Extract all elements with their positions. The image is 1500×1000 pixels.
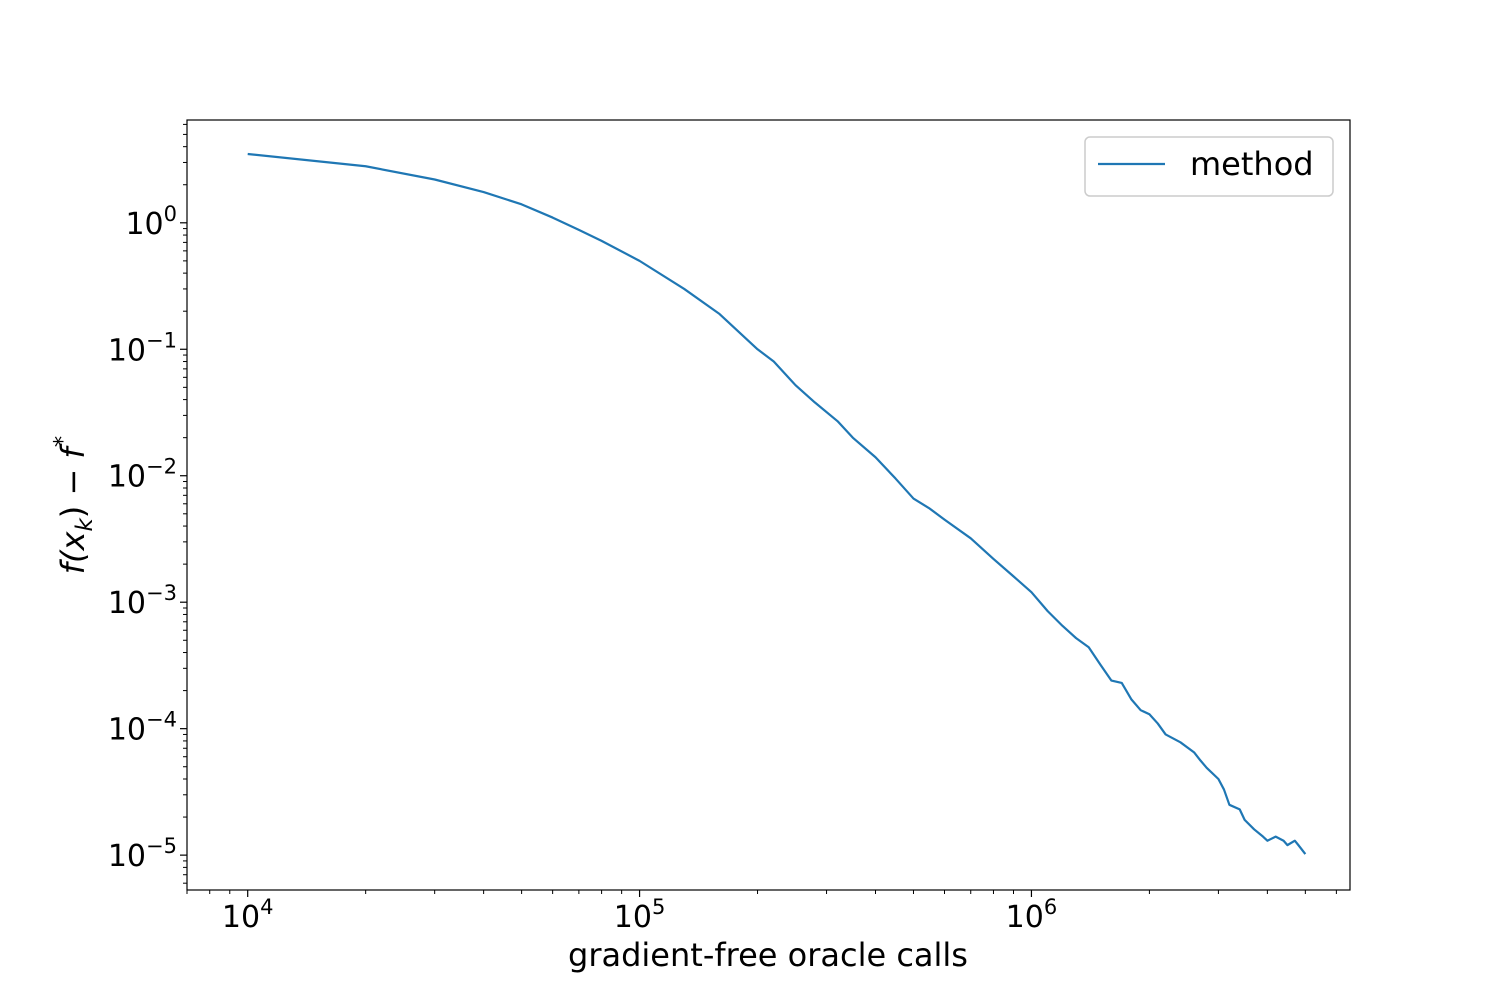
major-ticks bbox=[180, 222, 1033, 897]
x-tick-label: 106 bbox=[1006, 895, 1058, 935]
x-axis-label: gradient-free oracle calls bbox=[568, 936, 968, 974]
y-tick-label: 10−2 bbox=[108, 455, 177, 495]
svg-text:f(xk) − f*: f(xk) − f* bbox=[50, 436, 98, 574]
y-axis-label: f(xk) − f* bbox=[50, 436, 98, 574]
plot-area bbox=[187, 120, 1350, 890]
legend-label-method: method bbox=[1190, 145, 1314, 183]
y-tick-label: 10−4 bbox=[108, 708, 177, 748]
plot-frame bbox=[186, 119, 1351, 891]
legend: method bbox=[1084, 136, 1334, 197]
minor-ticks bbox=[183, 123, 1337, 894]
legend-box bbox=[1084, 136, 1334, 197]
x-tick-label: 105 bbox=[614, 895, 666, 935]
x-tick-label: 104 bbox=[222, 895, 274, 935]
y-tick-label: 10−1 bbox=[108, 328, 177, 368]
tick-labels: 104 105 106 100 10−1 10−2 10−3 10−4 10−5 bbox=[108, 202, 1057, 935]
series-line-method bbox=[247, 152, 1307, 855]
y-tick-label: 10−5 bbox=[108, 834, 177, 874]
y-tick-label: 10−3 bbox=[108, 581, 177, 621]
y-tick-label: 100 bbox=[125, 202, 177, 242]
